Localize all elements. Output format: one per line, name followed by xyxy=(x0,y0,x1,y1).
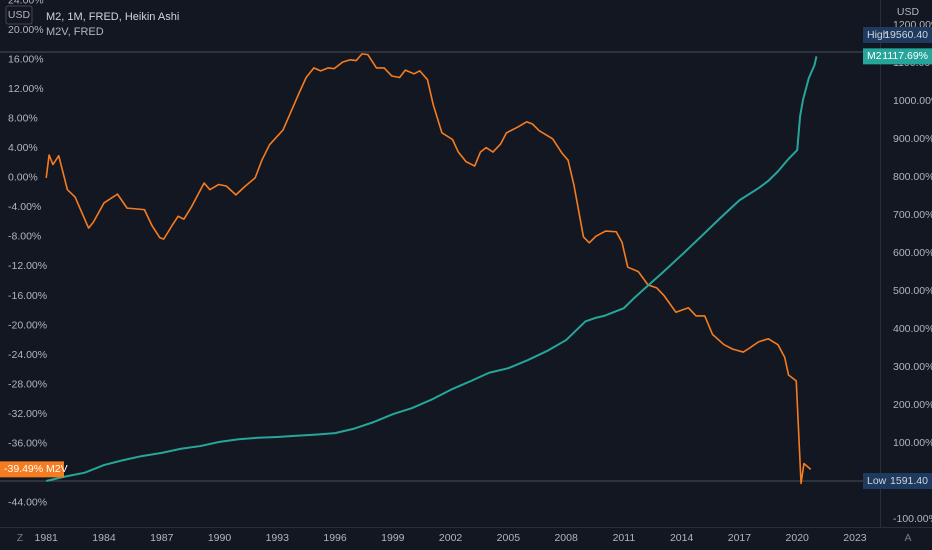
x-tick-label: 2014 xyxy=(670,532,694,544)
y2-tick-label: 600.00% xyxy=(893,247,932,259)
x-tick-label: 2011 xyxy=(613,532,636,544)
x-tick-label: 2008 xyxy=(554,532,578,544)
x-tick-label: 1984 xyxy=(92,532,116,544)
y-tick-label: -16.00% xyxy=(8,290,47,302)
y2-unit: USD xyxy=(897,6,920,18)
y-tick-label: -20.00% xyxy=(8,319,47,331)
x-tick-label: 1996 xyxy=(323,532,347,544)
series-name: M2 xyxy=(867,50,882,62)
series-line xyxy=(45,56,818,483)
y-unit: USD xyxy=(8,9,31,21)
unit-box xyxy=(5,5,33,25)
last-value-badge xyxy=(0,461,64,478)
y-tick-label: -28.00% xyxy=(8,378,47,390)
zoom-button[interactable]: Z xyxy=(17,532,24,544)
last-value-badge xyxy=(863,48,932,65)
x-tick-label: 2002 xyxy=(439,532,463,544)
x-tick-label: 1990 xyxy=(208,532,232,544)
price-line-value: 19560.40 xyxy=(884,29,928,41)
x-tick-label: 1987 xyxy=(150,532,174,544)
plot xyxy=(0,51,880,485)
y-tick-label: 20.00% xyxy=(8,24,44,36)
y-tick-label: 24.00% xyxy=(8,0,44,7)
series-name: M2V xyxy=(46,463,68,475)
y2-tick-label: 1000.00% xyxy=(893,95,932,107)
y2-tick-label: 900.00% xyxy=(893,133,932,145)
y-tick-label: 12.00% xyxy=(8,83,44,95)
y2-tick-label: -100.00% xyxy=(893,513,932,525)
y-tick-label: 16.00% xyxy=(8,54,44,66)
y2-tick-label: 300.00% xyxy=(893,361,932,373)
y-tick-label: -4.00% xyxy=(8,201,41,213)
y2-tick-label: 200.00% xyxy=(893,399,932,411)
last-value-label: 1117.69% xyxy=(882,50,928,62)
chart-title: M2, 1M, FRED, Heikin Ashi xyxy=(46,11,179,23)
y-tick-label: -8.00% xyxy=(8,231,41,243)
y-tick-label: -44.00% xyxy=(8,496,47,508)
price-line-name: Low xyxy=(867,475,887,487)
price-badge xyxy=(863,473,932,490)
y2-tick-label: 100.00% xyxy=(893,437,932,449)
y-tick-label: -32.00% xyxy=(8,408,47,420)
price-badge xyxy=(863,27,932,44)
series-line xyxy=(45,53,812,485)
y-tick-label: -24.00% xyxy=(8,349,47,361)
x-tick-label: 2023 xyxy=(843,532,867,544)
y2-tick-label: 400.00% xyxy=(893,323,932,335)
y-tick-label: 8.00% xyxy=(8,113,38,125)
y2-tick-label: 700.00% xyxy=(893,209,932,221)
y2-tick-label: 800.00% xyxy=(893,171,932,183)
y-tick-label: 0.00% xyxy=(8,172,38,184)
last-value-label: -39.49% xyxy=(4,463,43,475)
chart-subtitle: M2V, FRED xyxy=(46,26,104,38)
x-tick-label: 1993 xyxy=(266,532,290,544)
y2-tick-label: 500.00% xyxy=(893,285,932,297)
y-tick-label: 4.00% xyxy=(8,142,38,154)
x-tick-label: 2005 xyxy=(497,532,521,544)
x-tick-label: 1999 xyxy=(381,532,405,544)
y-tick-label: -12.00% xyxy=(8,260,47,272)
x-tick-label: 2017 xyxy=(728,532,752,544)
price-line-value: 1591.40 xyxy=(890,475,928,487)
x-tick-label: 1981 xyxy=(35,532,59,544)
x-tick-label: 2020 xyxy=(786,532,810,544)
auto-scale-button[interactable]: A xyxy=(904,532,911,544)
y-tick-label: -36.00% xyxy=(8,437,47,449)
price-line-name: High xyxy=(867,29,889,41)
